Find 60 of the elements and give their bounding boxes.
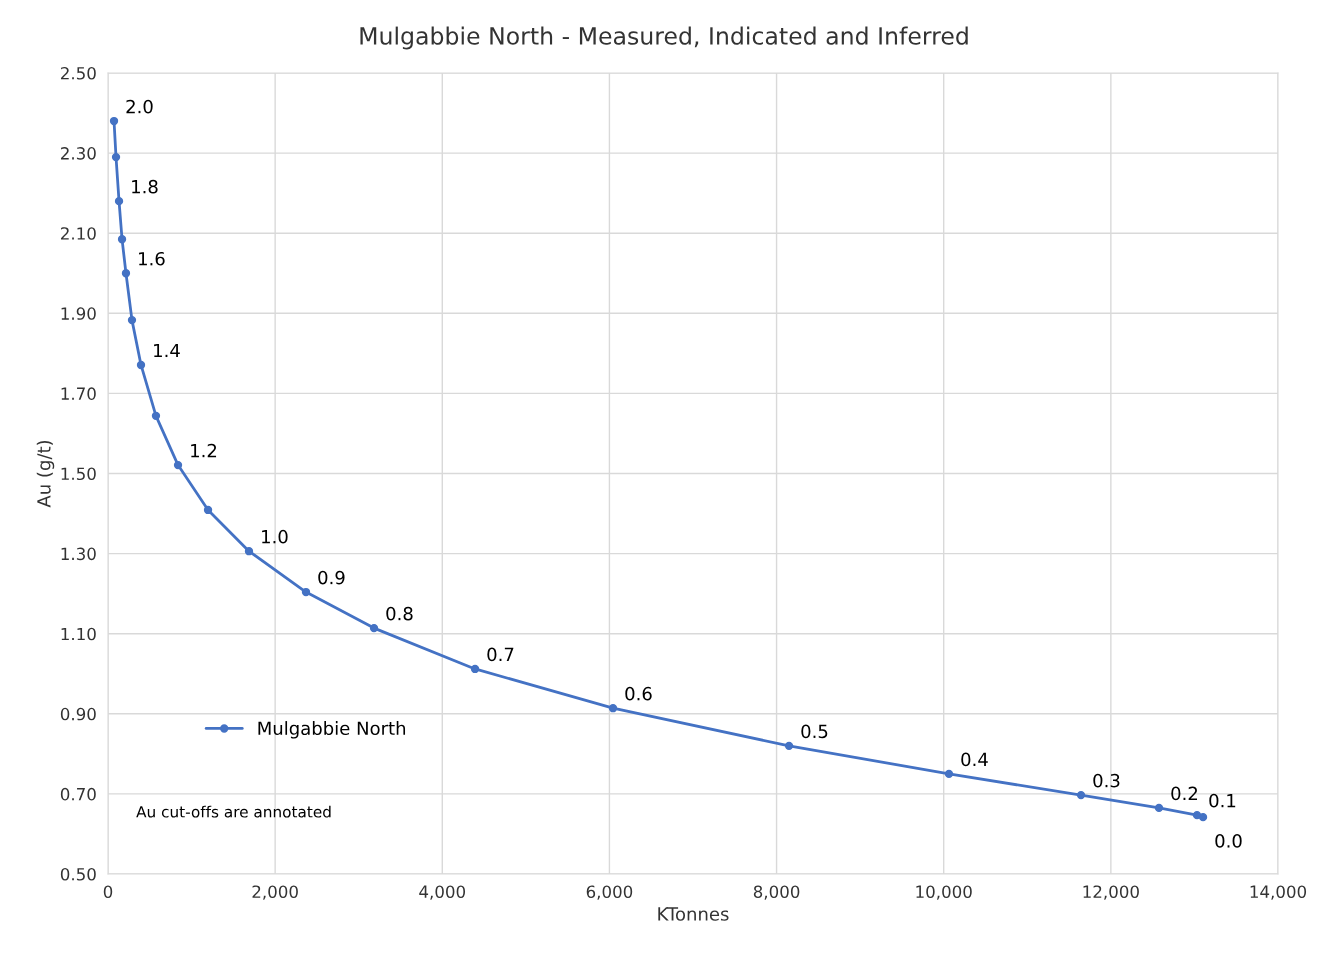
point [111, 152, 121, 162]
x-tick-label: 2,000 [252, 885, 298, 900]
annotation: 0.5 [801, 724, 828, 739]
y-axis-title: Au (g/t) [36, 440, 55, 508]
annotation: 0.2 [1171, 786, 1198, 801]
x-tick-label: 10,000 [916, 885, 972, 900]
x-tick-label: 8,000 [753, 885, 800, 900]
annotation: 2.0 [126, 99, 153, 114]
point [1154, 803, 1164, 813]
point [244, 547, 254, 556]
annotation: Au cut-offs are annotated [136, 805, 331, 818]
point [369, 623, 379, 633]
y-tick-label: 0.90 [60, 707, 96, 721]
legend-label: Mulgabbie North [258, 721, 406, 739]
annotation: 1.4 [154, 343, 180, 358]
x-tick-label: 0 [103, 885, 113, 899]
x-tick-label: 12,000 [1083, 885, 1139, 900]
x-axis-title: KTonnes [658, 907, 729, 921]
annotation: 1.6 [139, 251, 165, 266]
point [109, 116, 119, 126]
point [114, 196, 124, 206]
y-tick-label: 2.50 [61, 66, 96, 80]
point [944, 769, 954, 779]
point [1076, 790, 1086, 800]
annotation: 0.4 [961, 752, 988, 767]
point [127, 315, 137, 325]
point [121, 269, 131, 278]
point [173, 460, 183, 470]
annotation: 1.2 [191, 443, 217, 458]
y-tick-label: 1.30 [61, 547, 96, 561]
y-tick-label: 2.30 [61, 147, 96, 160]
point [151, 411, 161, 420]
annotation: 1.8 [132, 179, 158, 194]
point [301, 587, 311, 597]
point [136, 360, 146, 370]
x-tick-label: 4,000 [419, 885, 466, 900]
y-tick-label: 0.50 [60, 867, 96, 881]
point [203, 505, 213, 515]
annotation: 0.3 [1093, 773, 1120, 788]
point [784, 741, 794, 751]
annotation: 0.9 [318, 570, 345, 585]
point [608, 704, 618, 713]
point [470, 664, 480, 674]
annotation: 0.1 [1209, 793, 1236, 808]
y-tick-label: 1.50 [61, 467, 96, 481]
point [1198, 812, 1208, 822]
x-tick-label: 6,000 [586, 885, 633, 900]
annotation: 0.8 [386, 606, 413, 621]
y-tick-label: 1.90 [61, 307, 96, 320]
annotation: 0.6 [625, 686, 652, 701]
y-tick-label: 2.10 [61, 227, 96, 240]
y-tick-label: 0.70 [60, 787, 96, 801]
x-tick-label: 14,000 [1250, 885, 1307, 900]
annotation: 0.0 [1215, 834, 1242, 848]
annotation: 0.7 [487, 647, 514, 662]
y-tick-label: 1.10 [61, 627, 96, 641]
chart-title: Mulgabbie North - Measured, Indicated and Inferred [360, 26, 968, 50]
y-tick-label: 1.70 [61, 387, 96, 400]
point [117, 235, 127, 244]
annotation: 1.0 [262, 529, 288, 544]
